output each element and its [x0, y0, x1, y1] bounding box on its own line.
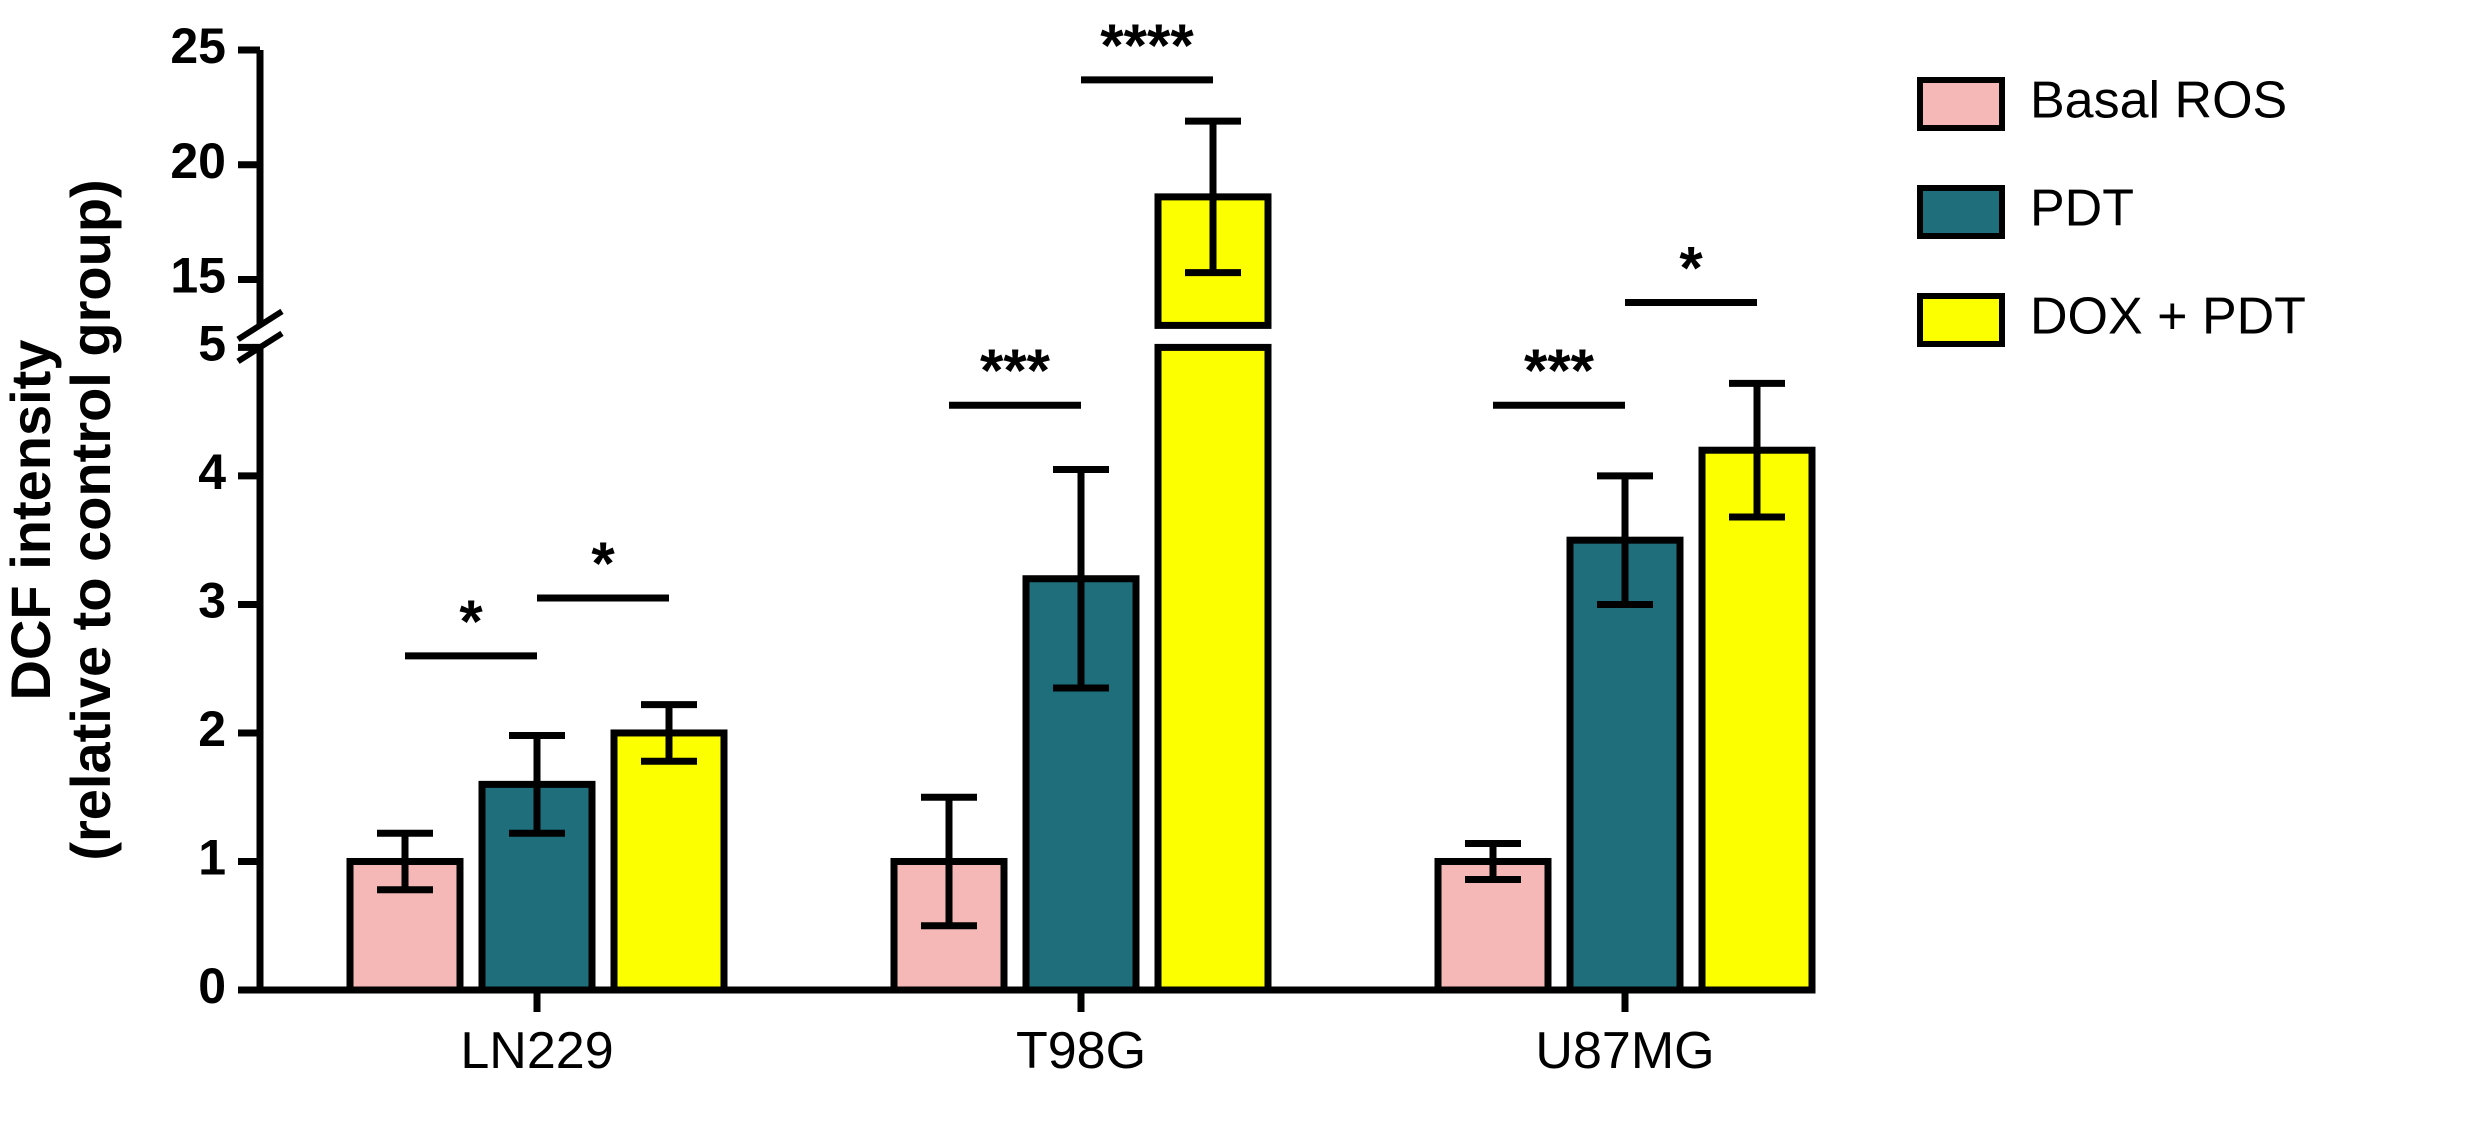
significance-label: *** [1524, 337, 1595, 404]
category-label: LN229 [460, 1022, 613, 1080]
y-tick-label: 15 [170, 248, 226, 304]
significance-label: * [1679, 234, 1703, 301]
y-tick-label: 4 [198, 444, 226, 500]
significance-label: * [591, 530, 615, 597]
significance-label: **** [1100, 12, 1194, 79]
y-tick-label: 1 [198, 830, 226, 886]
significance-label: *** [980, 337, 1051, 404]
y-tick-label: 0 [198, 958, 226, 1014]
y-axis-label-line2: (relative to control group) [59, 179, 122, 860]
category-label: T98G [1016, 1022, 1146, 1080]
dcf-intensity-bar-chart: 0 1 2 3 4 5 15 20 25 DCF intensity(relative to co… [0, 0, 2477, 1124]
y-tick-label: 3 [198, 573, 226, 629]
legend-swatch-Basal ROS [1920, 80, 2002, 128]
y-axis-label-line1: DCF intensity [0, 340, 62, 701]
bar-U87MG-DOX + PDT [1702, 450, 1812, 990]
y-tick-label: 20 [170, 133, 226, 189]
legend-label: Basal ROS [2030, 71, 2287, 129]
bar-T98G-DOX + PDT-lower [1158, 347, 1268, 990]
legend-swatch-DOX + PDT [1920, 296, 2002, 344]
legend-swatch-PDT [1920, 188, 2002, 236]
bar-LN229-DOX + PDT [614, 733, 724, 990]
y-axis-label: DCF intensity(relative to control group) [0, 179, 122, 860]
y-tick-label: 25 [170, 18, 226, 74]
category-label: U87MG [1535, 1022, 1714, 1080]
y-tick-label: 2 [198, 701, 226, 757]
y-tick-label: 5 [198, 316, 226, 372]
legend-label: DOX + PDT [2030, 287, 2306, 345]
legend-label: PDT [2030, 179, 2134, 237]
significance-label: * [459, 588, 483, 655]
